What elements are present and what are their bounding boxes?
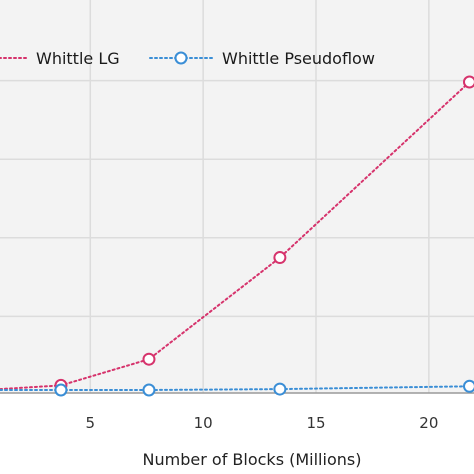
- data-point: [273, 382, 287, 396]
- x-tick-labels: 5 10 15 20: [86, 414, 439, 432]
- x-axis-title: Number of Blocks (Millions): [143, 450, 362, 469]
- series-layer: [0, 75, 474, 397]
- data-point: [54, 383, 68, 397]
- data-point: [273, 251, 287, 265]
- x-tick-label: 5: [86, 414, 96, 432]
- x-tick-label: 10: [194, 414, 213, 432]
- data-point: [462, 379, 474, 393]
- legend: Whittle LG Whittle Pseudoflow: [0, 49, 375, 68]
- x-tick-label: 20: [419, 414, 438, 432]
- legend-label: Whittle LG: [36, 49, 120, 68]
- legend-label: Whittle Pseudoflow: [222, 49, 375, 68]
- data-point: [142, 352, 156, 366]
- plot-background: [0, 0, 474, 393]
- legend-marker: [174, 51, 188, 65]
- data-point: [142, 383, 156, 397]
- x-tick-label: 15: [306, 414, 325, 432]
- data-point: [462, 75, 474, 89]
- grid: [0, 0, 474, 393]
